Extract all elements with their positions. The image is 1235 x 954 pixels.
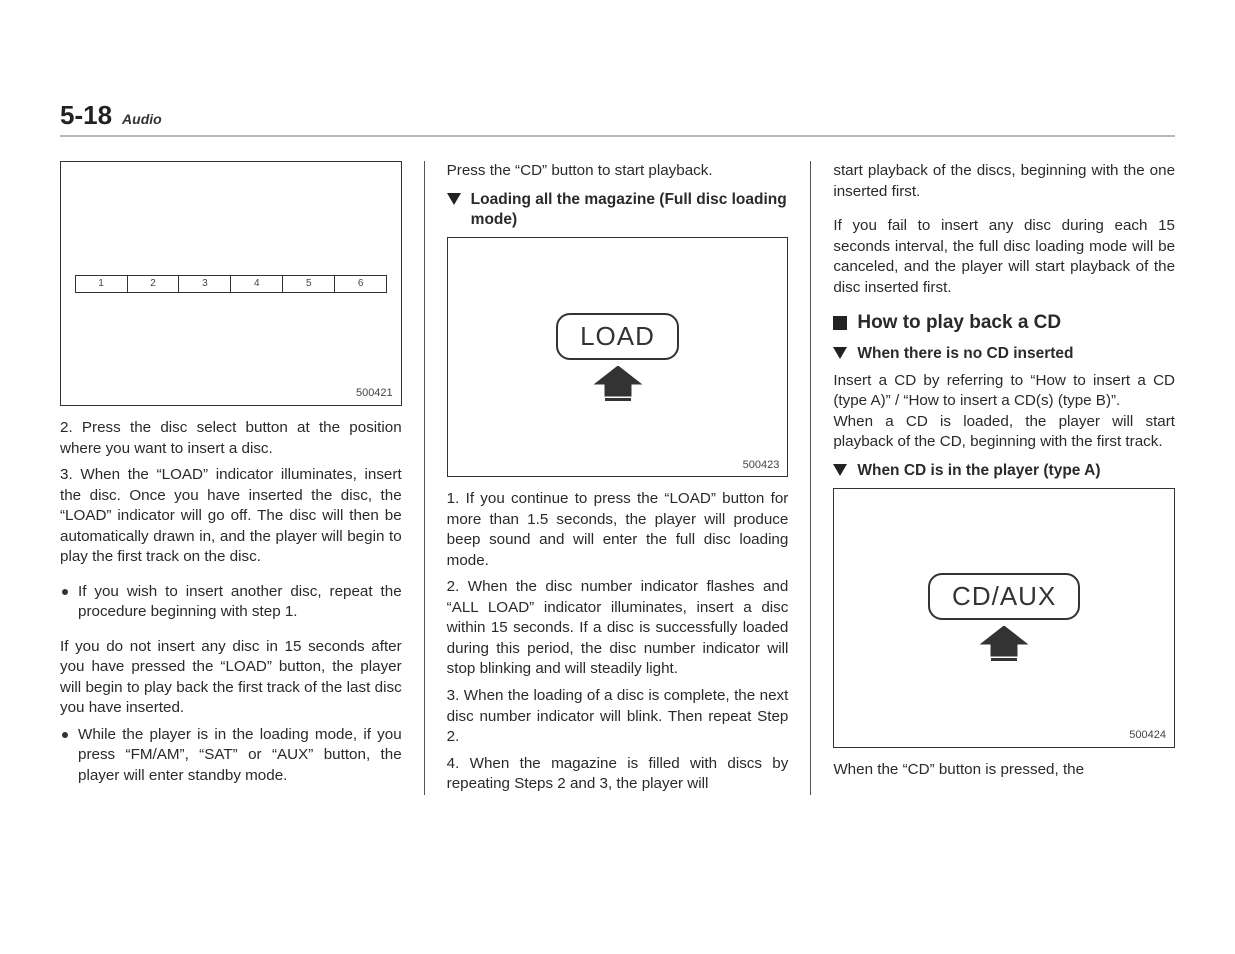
full-load-step-2: 2. When the disc number indicator flashe… bbox=[447, 577, 789, 680]
triangle-down-icon bbox=[833, 347, 847, 359]
figure-ref-3: 500424 bbox=[1129, 728, 1166, 743]
fail-insert-text: If you fail to insert any disc during ea… bbox=[833, 216, 1175, 298]
press-cd-text: Press the “CD” button to start playback. bbox=[447, 161, 789, 182]
load-button-label: LOAD bbox=[556, 313, 679, 360]
figure-preset-buttons: 1 2 3 4 5 6 500421 bbox=[60, 161, 402, 406]
preset-5: 5 bbox=[283, 276, 335, 292]
note-15-seconds: If you do not insert any disc in 15 seco… bbox=[60, 637, 402, 719]
preset-6: 6 bbox=[335, 276, 386, 292]
step-2-text: 2. Press the disc select button at the p… bbox=[60, 418, 402, 459]
subheading-full-load: Loading all the magazine (Full disc load… bbox=[447, 190, 789, 232]
triangle-down-icon bbox=[447, 193, 461, 205]
page-number: 5-18 bbox=[60, 100, 112, 131]
bullet-insert-another: If you wish to insert another disc, repe… bbox=[60, 582, 402, 623]
full-load-step-1: 1. If you continue to press the “LOAD” b… bbox=[447, 489, 789, 571]
insert-cd-text: Insert a CD by referring to “How to inse… bbox=[833, 371, 1175, 412]
subheading-cd-in-player-text: When CD is in the player (type A) bbox=[857, 461, 1100, 482]
heading-playback-text: How to play back a CD bbox=[857, 310, 1061, 336]
figure-load-button: LOAD 500423 bbox=[447, 237, 789, 477]
figure-ref-2: 500423 bbox=[743, 458, 780, 473]
manual-page: 5-18 Audio 1 2 3 4 5 6 500421 2. Press t… bbox=[0, 0, 1235, 835]
bullet-standby: While the player is in the loading mode,… bbox=[60, 725, 402, 787]
column-3: start playback of the discs, beginning w… bbox=[811, 161, 1175, 795]
bullet-text-1: If you wish to insert another disc, repe… bbox=[78, 582, 402, 623]
cd-button-pressed-text: When the “CD” button is pressed, the bbox=[833, 760, 1175, 781]
figure-ref-1: 500421 bbox=[356, 386, 393, 401]
triangle-down-icon bbox=[833, 464, 847, 476]
preset-2: 2 bbox=[128, 276, 180, 292]
square-bullet-icon bbox=[833, 316, 847, 330]
subheading-cd-in-player: When CD is in the player (type A) bbox=[833, 461, 1175, 482]
subheading-no-cd-text: When there is no CD inserted bbox=[857, 344, 1073, 365]
preset-3: 3 bbox=[179, 276, 231, 292]
section-title: Audio bbox=[122, 111, 162, 127]
subheading-no-cd: When there is no CD inserted bbox=[833, 344, 1175, 365]
preset-1: 1 bbox=[76, 276, 128, 292]
heading-playback: How to play back a CD bbox=[833, 310, 1175, 336]
page-header: 5-18 Audio bbox=[60, 100, 1175, 137]
figure-cdaux-button: CD/AUX 500424 bbox=[833, 488, 1175, 748]
step-3-text: 3. When the “LOAD” indicator illuminates… bbox=[60, 465, 402, 568]
subheading-text: Loading all the magazine (Full disc load… bbox=[471, 190, 789, 232]
column-2: Press the “CD” button to start playback.… bbox=[425, 161, 812, 795]
cd-loaded-text: When a CD is loaded, the player will sta… bbox=[833, 412, 1175, 453]
bullet-dot-icon bbox=[62, 589, 68, 595]
full-load-step-3: 3. When the loading of a disc is complet… bbox=[447, 686, 789, 748]
arrow-up-icon bbox=[593, 366, 643, 402]
arrow-up-icon bbox=[979, 626, 1029, 662]
bullet-dot-icon bbox=[62, 732, 68, 738]
full-load-step-4: 4. When the magazine is filled with disc… bbox=[447, 754, 789, 795]
cdaux-button-label: CD/AUX bbox=[928, 573, 1080, 620]
column-1: 1 2 3 4 5 6 500421 2. Press the disc sel… bbox=[60, 161, 425, 795]
continuation-text: start playback of the discs, beginning w… bbox=[833, 161, 1175, 202]
preset-row: 1 2 3 4 5 6 bbox=[75, 275, 387, 293]
bullet-text-2: While the player is in the loading mode,… bbox=[78, 725, 402, 787]
content-columns: 1 2 3 4 5 6 500421 2. Press the disc sel… bbox=[60, 161, 1175, 795]
preset-4: 4 bbox=[231, 276, 283, 292]
